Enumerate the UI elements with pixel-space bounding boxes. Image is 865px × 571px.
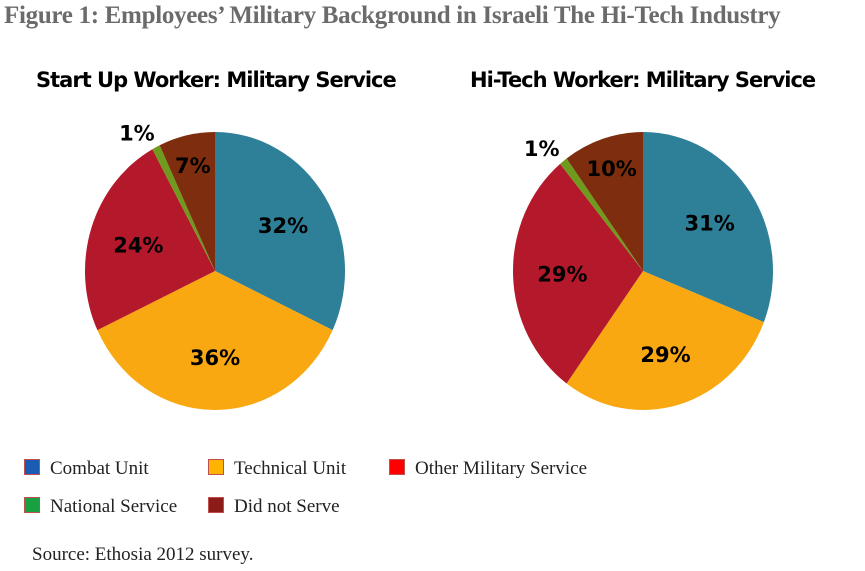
pie-slice bbox=[560, 158, 643, 271]
pie-slice bbox=[152, 145, 215, 271]
legend-label: Did not Serve bbox=[234, 496, 340, 517]
pie-slice bbox=[513, 163, 643, 384]
legend-label: Other Military Service bbox=[415, 458, 588, 479]
legend-swatch bbox=[208, 459, 224, 475]
legend-label: National Service bbox=[50, 496, 178, 517]
pie-slice bbox=[566, 132, 643, 271]
pie-slice bbox=[84, 149, 215, 331]
legend-swatch bbox=[389, 459, 405, 475]
legend-item-combat: Combat Unit bbox=[24, 458, 149, 480]
data-label: 1% bbox=[119, 121, 155, 145]
data-label: 24% bbox=[113, 233, 163, 257]
source-note: Source: Ethosia 2012 survey. bbox=[32, 544, 254, 565]
data-label: 7% bbox=[175, 154, 211, 178]
data-label: 32% bbox=[258, 214, 308, 238]
legend-swatch bbox=[24, 459, 40, 475]
pie-title-hitech: Hi-Tech Worker: Military Service bbox=[470, 68, 816, 92]
pie-slice bbox=[97, 271, 333, 410]
data-label: 29% bbox=[640, 343, 690, 367]
data-label: 31% bbox=[685, 212, 735, 236]
data-label: 36% bbox=[190, 346, 240, 370]
figure-title: Figure 1: Employees’ Military Background… bbox=[4, 2, 781, 29]
data-label: 29% bbox=[537, 263, 587, 287]
legend-label: Technical Unit bbox=[234, 458, 347, 479]
data-label: 10% bbox=[587, 157, 637, 181]
legend-swatch bbox=[24, 497, 40, 513]
legend-item-technical: Technical Unit bbox=[208, 458, 346, 480]
legend-item-national: National Service bbox=[24, 496, 177, 518]
legend-item-other: Other Military Service bbox=[389, 458, 587, 480]
pie-slice bbox=[566, 271, 764, 411]
pie-title-startup: Start Up Worker: Military Service bbox=[36, 68, 397, 92]
pie-slice bbox=[215, 132, 345, 331]
legend-swatch bbox=[208, 497, 224, 513]
pie-slice bbox=[159, 132, 215, 271]
legend-label: Combat Unit bbox=[50, 458, 149, 479]
data-label: 1% bbox=[524, 137, 560, 161]
pie-slice bbox=[643, 132, 774, 323]
legend-item-did-not-serve: Did not Serve bbox=[208, 496, 340, 518]
